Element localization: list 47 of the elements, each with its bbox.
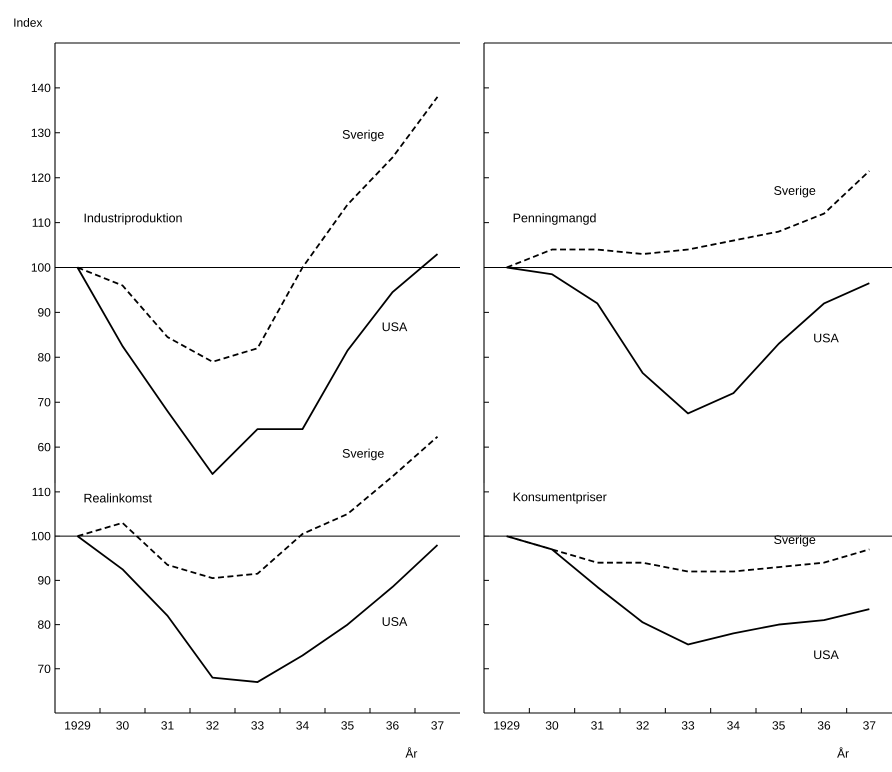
y-tick-label: 110 [32, 218, 50, 227]
y-tick-label: 80 [38, 353, 50, 362]
x-tick-label: 1929 [494, 721, 520, 730]
x-tick-label: 35 [341, 721, 354, 730]
text: Industriproduktion [84, 213, 182, 225]
series-label: Sverige [342, 448, 384, 460]
x-tick-label: 1929 [65, 721, 90, 730]
y-tick-label: 100 [32, 532, 50, 540]
series-label: USA [382, 617, 408, 626]
x-tick-label: 36 [386, 721, 399, 730]
y-tick-label: 80 [38, 620, 50, 629]
y-tick-label: 120 [32, 173, 50, 182]
text: USA [814, 650, 839, 660]
x-tick-label: 30 [116, 721, 129, 730]
text: Konsumentpriser [514, 492, 607, 504]
text: Penningmangd [514, 213, 596, 225]
x-tick-label: 32 [636, 721, 649, 730]
y-tick-label: 90 [38, 308, 50, 317]
y-tick-label: 110 [32, 488, 50, 496]
x-tick-label: 30 [546, 721, 558, 730]
y-tick-label: 70 [38, 398, 50, 406]
y-tick-label: 70 [38, 664, 50, 674]
text: Realinkomst [84, 493, 152, 503]
y-tick-label: 130 [32, 128, 50, 138]
x-tick-label: 35 [772, 721, 785, 730]
x-axis-title: År [405, 747, 418, 758]
x-tick-label: 33 [682, 721, 694, 730]
x-tick-label: 36 [818, 721, 830, 730]
series-label: USA [814, 334, 839, 342]
x-tick-label: 31 [591, 721, 604, 730]
series-label: Sverige [342, 130, 384, 142]
series-label: USA [382, 322, 408, 332]
x-tick-label: 31 [161, 721, 174, 730]
y-tick-label: 90 [38, 576, 50, 585]
y-tick-label: 140 [32, 84, 50, 92]
y-axis-title: Index [14, 18, 42, 27]
x-tick-label: 37 [431, 721, 444, 730]
x-tick-label: 34 [727, 721, 740, 730]
x-tick-label: 33 [251, 721, 264, 730]
x-tick-label: 34 [296, 721, 309, 730]
series-label: Sverige [774, 186, 816, 198]
x-tick-label: 32 [206, 721, 219, 730]
x-tick-label: 37 [863, 721, 876, 730]
y-tick-label: 60 [38, 442, 50, 452]
series-label: Sverige [774, 534, 816, 546]
y-tick-label: 100 [32, 263, 50, 272]
x-axis-title: År [837, 747, 849, 758]
